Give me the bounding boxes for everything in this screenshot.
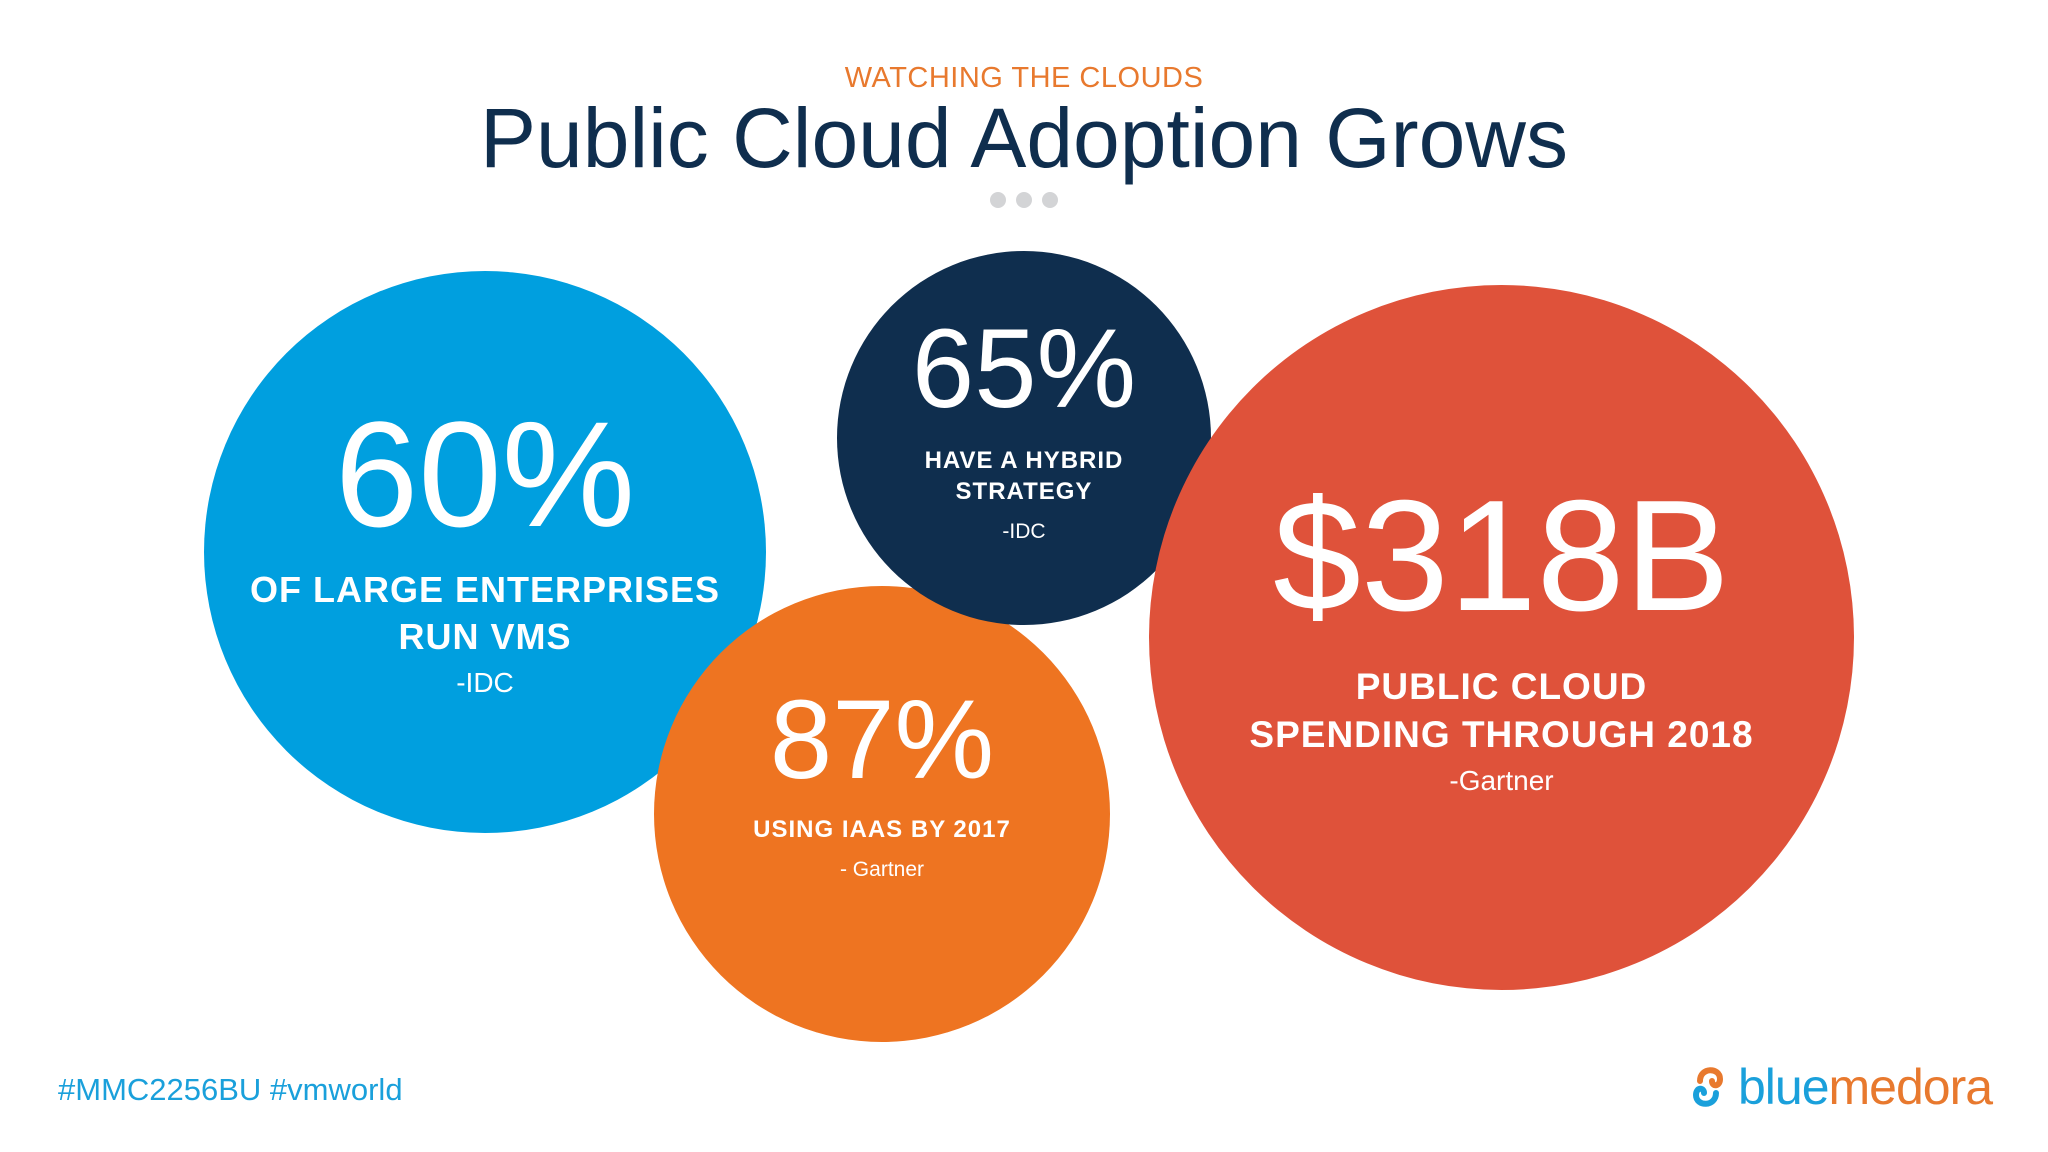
bluemedora-logo-icon (1692, 1067, 1724, 1107)
stat-value: 87% (769, 677, 995, 802)
stat-description-line: USING IAAS BY 2017 (753, 816, 1011, 843)
dot (990, 192, 1006, 208)
slide-kicker: WATCHING THE CLOUDS (844, 62, 1204, 94)
stat-description-line: SPENDING THROUGH 2018 (1249, 714, 1754, 756)
slide-title: Public Cloud Adoption Grows (480, 91, 1568, 185)
stat-value: $318B (1273, 468, 1730, 644)
stat-description: USING IAAS BY 2017 (654, 814, 1110, 845)
stat-description-line: PUBLIC CLOUD (1355, 666, 1648, 707)
stat-bubble-cloud-spending: $318B PUBLIC CLOUD SPENDING THROUGH 2018… (1149, 285, 1854, 990)
logo-text-blue: blue (1738, 1059, 1830, 1115)
dot (1016, 192, 1032, 208)
stat-value: 65% (911, 306, 1137, 431)
stat-bubble-hybrid: 65% HAVE A HYBRID STRATEGY -IDC (837, 251, 1211, 625)
stat-description-line: OF LARGE ENTERPRISES (249, 569, 721, 610)
dot (1042, 192, 1058, 208)
event-hashtags: #MMC2256BU #vmworld (58, 1072, 403, 1107)
stat-source: -Gartner (1449, 765, 1554, 796)
stat-description: HAVE A HYBRID STRATEGY (837, 445, 1211, 507)
stat-source: - Gartner (839, 858, 925, 881)
stat-bubble-iaas: 87% USING IAAS BY 2017 - Gartner (654, 586, 1110, 1042)
stat-description-line: RUN VMS (398, 615, 572, 657)
stat-description: OF LARGE ENTERPRISES RUN VMS (204, 567, 766, 661)
logo-text-medora: medora (1828, 1059, 1994, 1115)
stat-source: -IDC (1002, 520, 1046, 543)
bluemedora-wordmark: bluemedora (1738, 1058, 1994, 1116)
stat-description-line: STRATEGY (955, 478, 1093, 506)
bluemedora-logo: bluemedora (1690, 1058, 1994, 1116)
stat-description: PUBLIC CLOUD SPENDING THROUGH 2018 (1149, 663, 1854, 759)
stat-source: -IDC (456, 667, 514, 698)
stat-value: 60% (334, 390, 636, 558)
decorative-dots (990, 192, 1058, 208)
stat-description-line: HAVE A HYBRID (924, 447, 1124, 474)
